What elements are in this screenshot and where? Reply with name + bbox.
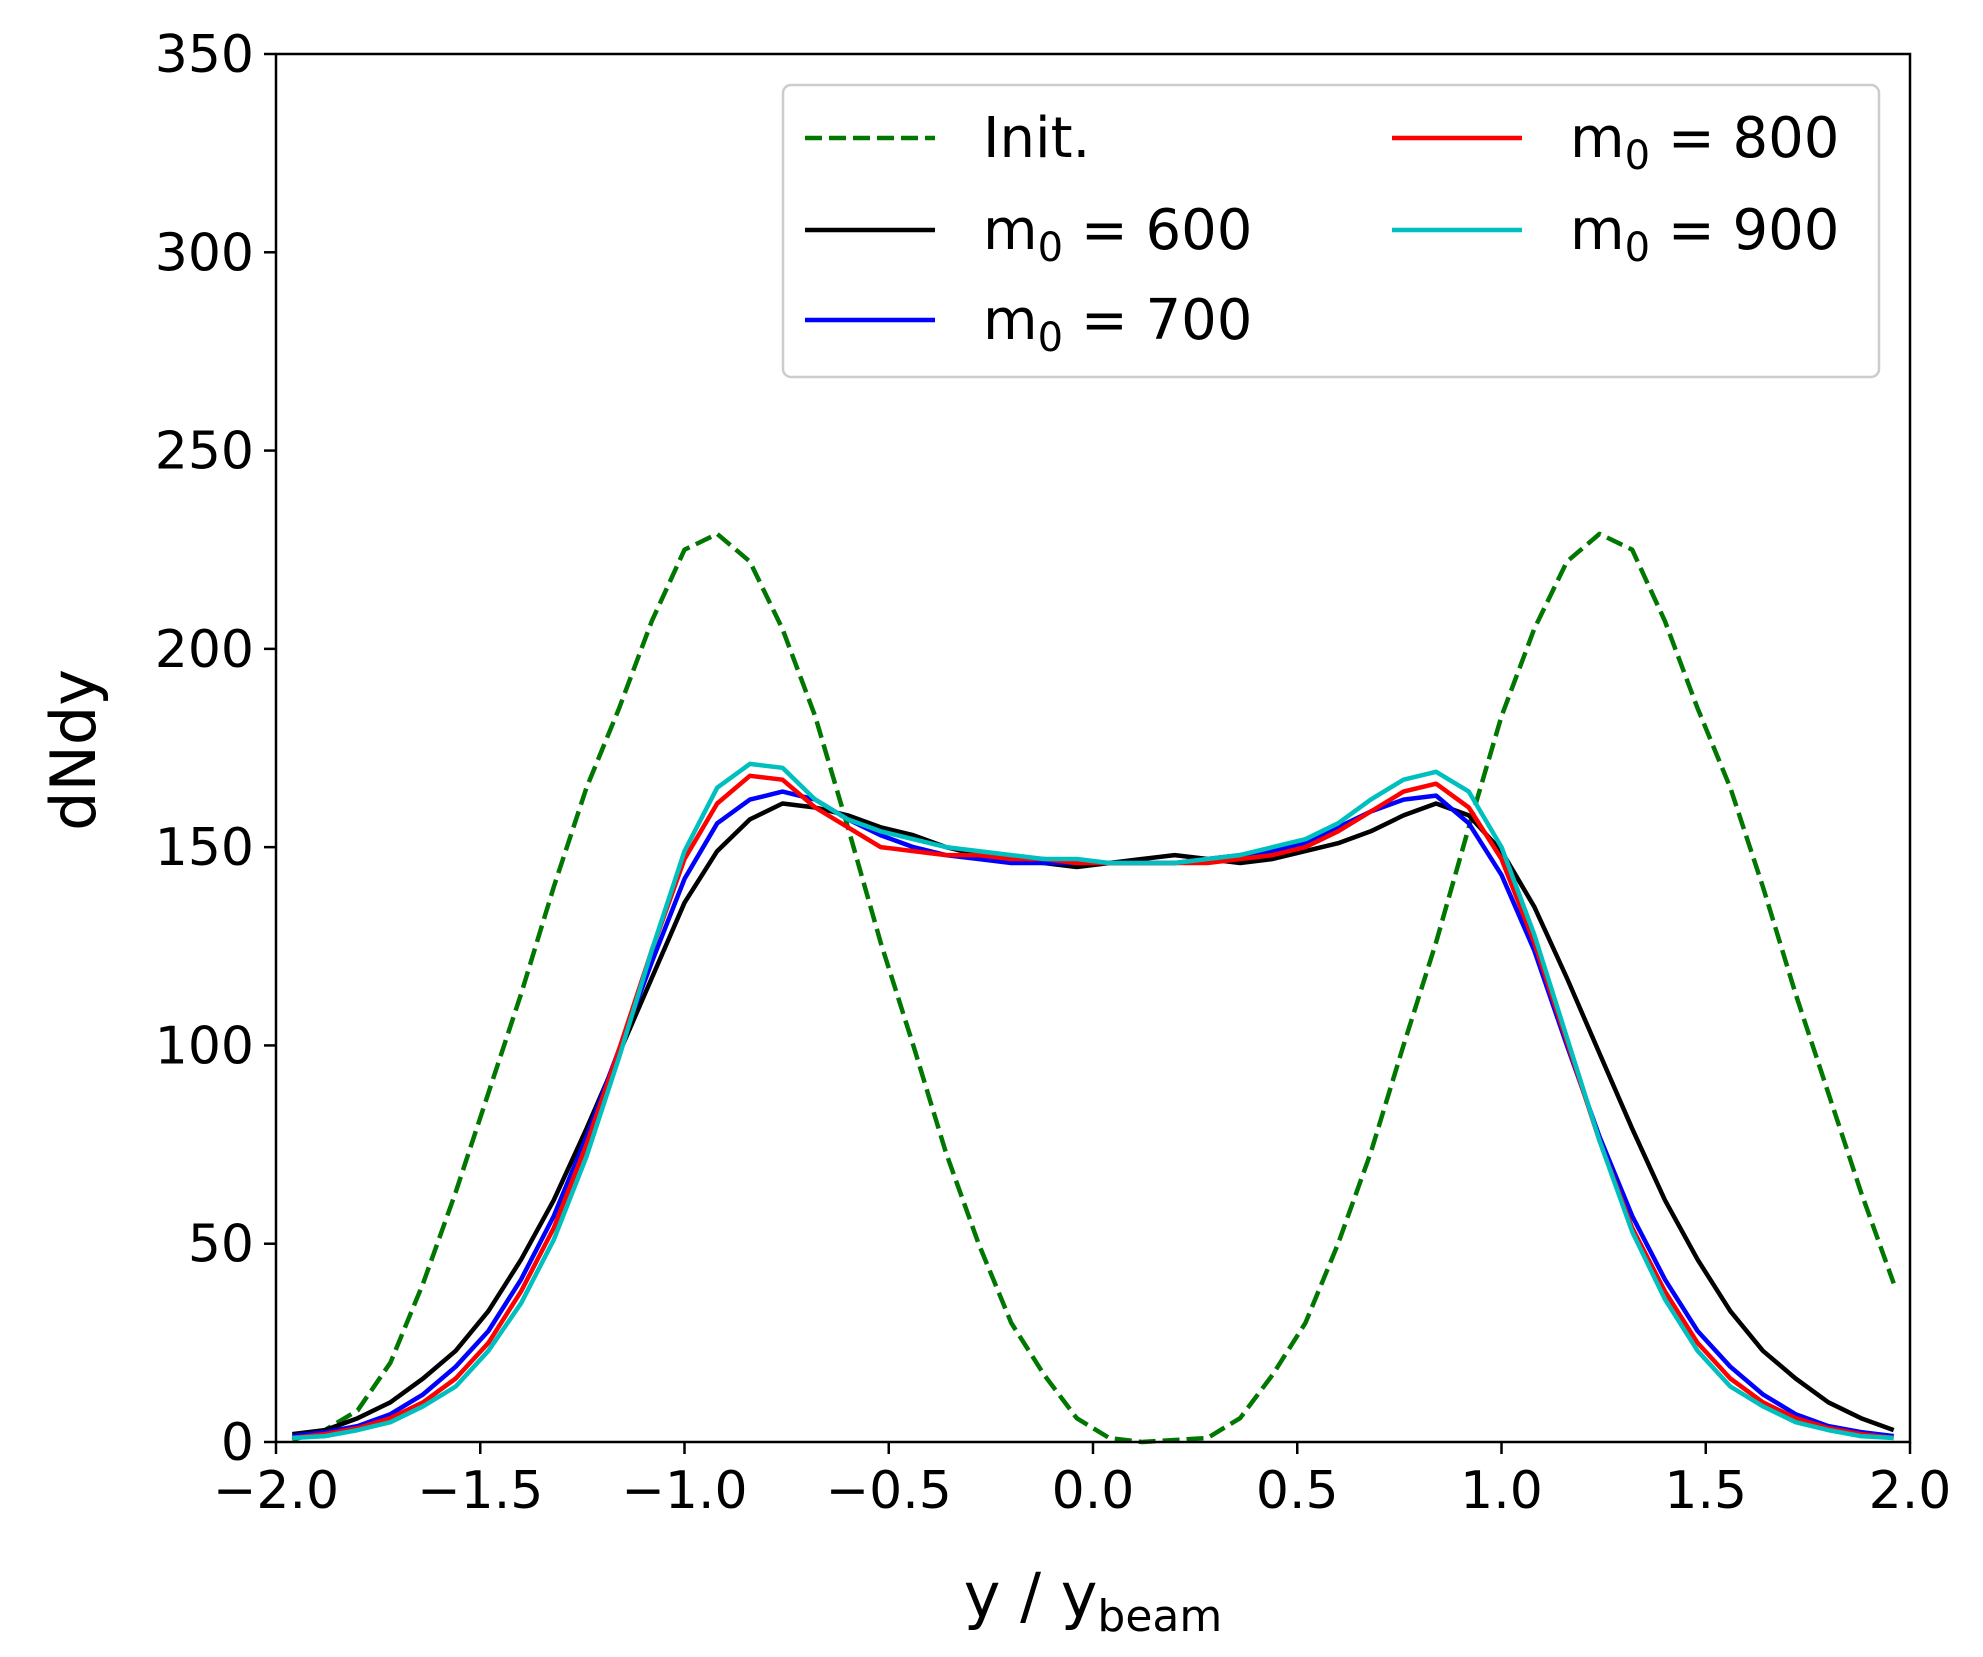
x-axis-title-main: y / y (964, 1559, 1098, 1632)
y-tick-label: 150 (155, 818, 254, 878)
legend-label-1: m0 = 600 (983, 198, 1252, 271)
x-tick-label: 1.5 (1664, 1461, 1747, 1521)
legend-box (781, 83, 1881, 379)
series-line-0 (291, 531, 1896, 1445)
x-tick-label: 1.0 (1460, 1461, 1543, 1521)
x-axis-ticks: −2.0 −1.5 −1.0 −0.5 0.0 0.5 1.0 1.5 2.0 (213, 1442, 1951, 1521)
plot-series (291, 531, 1896, 1445)
legend-label-value: = 800 (1650, 106, 1839, 171)
legend-label-0: Init. (983, 106, 1090, 171)
legend-label-4: m0 = 900 (1570, 198, 1839, 271)
x-tick-label: 0.0 (1052, 1461, 1135, 1521)
legend-label-value: = 600 (1063, 198, 1252, 263)
legend-label-main: m (983, 198, 1038, 263)
legend-label-value: = 900 (1650, 198, 1839, 263)
legend-label-value: = 700 (1063, 288, 1252, 353)
x-tick-label: −0.5 (826, 1461, 952, 1521)
legend-label-2: m0 = 700 (983, 288, 1252, 361)
legend-label-3: m0 = 800 (1570, 106, 1839, 179)
legend-label-main: m (1570, 106, 1625, 171)
x-tick-label: −1.5 (417, 1461, 543, 1521)
y-tick-label: 250 (155, 422, 254, 482)
series-line-4 (292, 761, 1894, 1441)
legend-label-sub: 0 (1625, 133, 1650, 179)
legend-label-sub: 0 (1038, 315, 1063, 361)
x-axis-title: y / ybeam (964, 1559, 1223, 1642)
legend-label-main: m (983, 288, 1038, 353)
y-tick-label: 100 (155, 1016, 254, 1076)
y-tick-label: 0 (221, 1413, 254, 1473)
y-tick-label: 350 (155, 25, 254, 85)
x-tick-label: −2.0 (213, 1461, 339, 1521)
y-tick-label: 50 (188, 1215, 254, 1275)
legend-label-sub: 0 (1625, 225, 1650, 271)
x-tick-label: 2.0 (1869, 1461, 1952, 1521)
y-tick-label: 200 (155, 620, 254, 680)
y-axis-ticks: 0 50 100 150 200 250 300 350 (155, 25, 276, 1473)
x-tick-label: 0.5 (1256, 1461, 1339, 1521)
legend-label-main: m (1570, 198, 1625, 263)
y-axis-title: dNdy (37, 669, 110, 831)
x-axis-title-sub: beam (1097, 1591, 1222, 1642)
x-tick-label: −1.0 (621, 1461, 747, 1521)
legend-label-sub: 0 (1038, 225, 1063, 271)
y-tick-label: 300 (155, 223, 254, 283)
legend-label-main: Init. (983, 106, 1090, 171)
